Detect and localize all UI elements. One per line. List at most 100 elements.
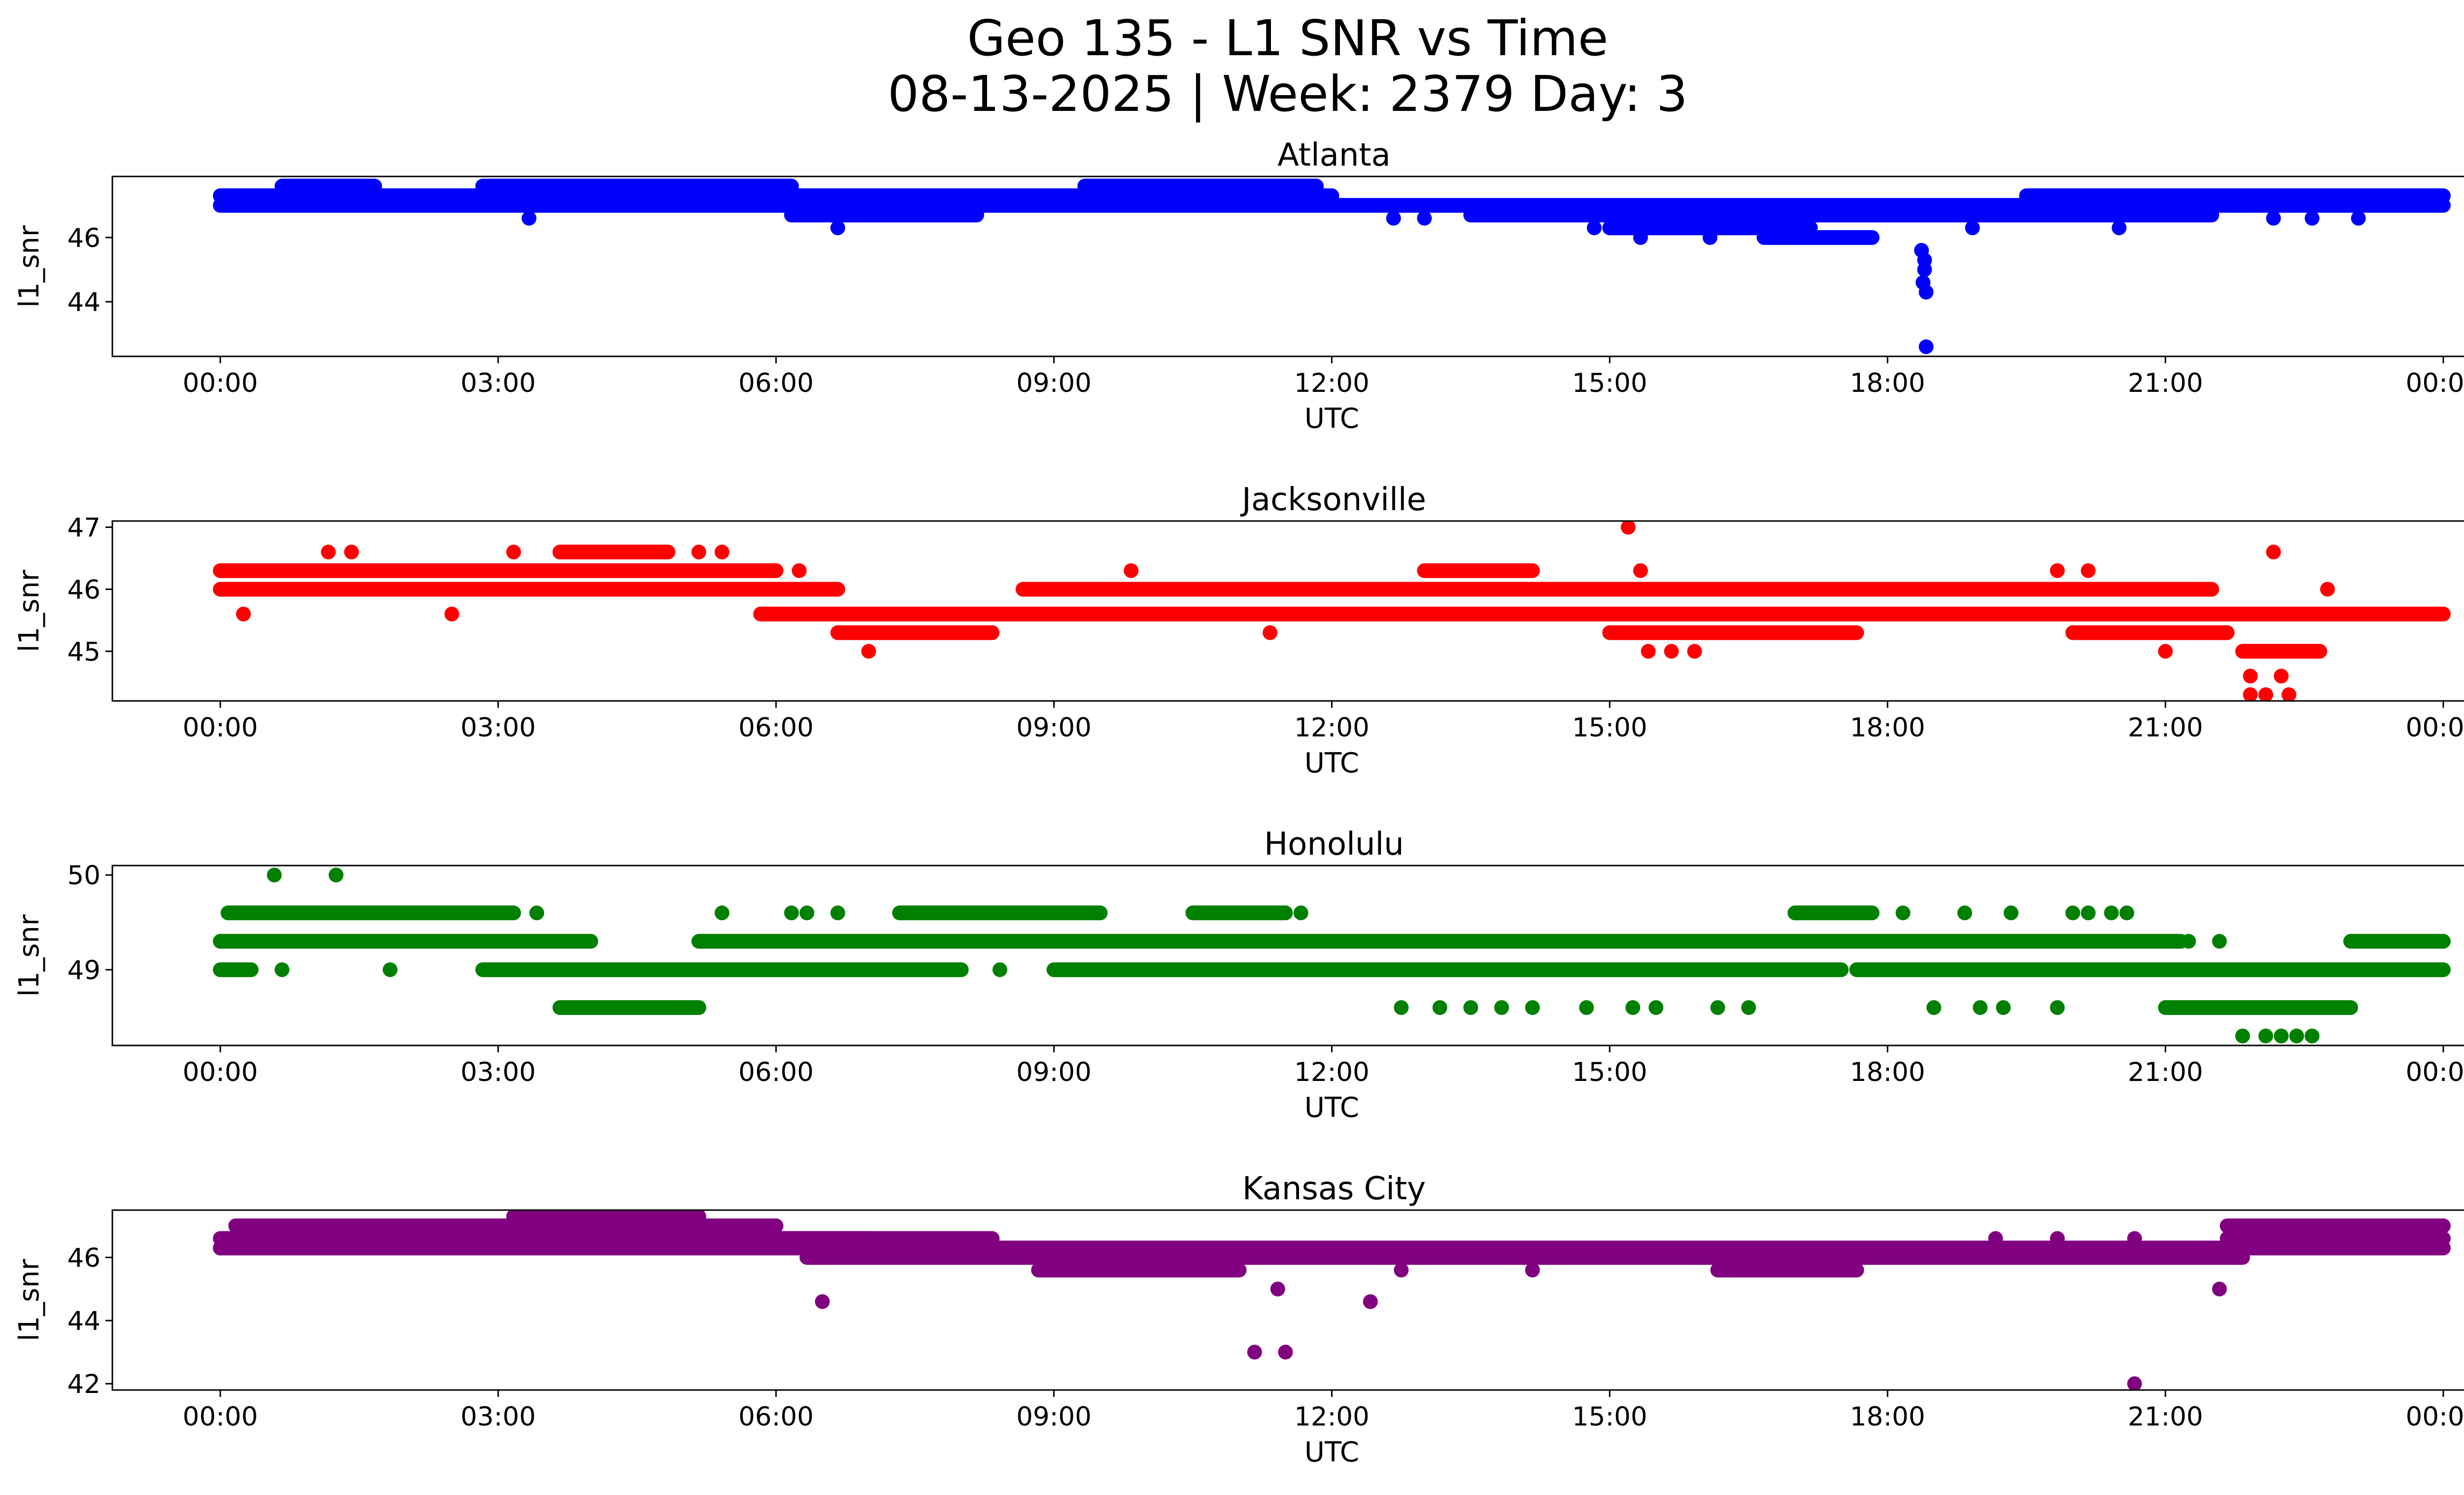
- jacksonville-xtick-label-1: 03:00: [461, 713, 536, 743]
- kansas-city-point-2: [1270, 1282, 1285, 1297]
- atlanta-frame: [111, 175, 2464, 357]
- honolulu-point-8: [830, 905, 846, 921]
- honolulu-point-5: [715, 905, 730, 921]
- atlanta-point-6: [521, 210, 537, 226]
- jacksonville-point-23: [1124, 563, 1139, 578]
- kansas-city-point-4: [1363, 1294, 1378, 1309]
- jacksonville-point-7: [791, 563, 807, 578]
- atlanta-point-15: [2304, 210, 2320, 226]
- jacksonville-xtick-label-3: 09:00: [1016, 713, 1092, 743]
- atlanta-xtick-label-0: 00:00: [183, 368, 258, 398]
- jacksonville-point-18: [2274, 668, 2289, 684]
- kansas-city-xtick-label-8: 00:00: [2406, 1402, 2464, 1432]
- atlanta-xtick-label-8: 00:00: [2406, 368, 2464, 398]
- kansas-city-point-11: [2127, 1231, 2142, 1246]
- atlanta-point-2: [1917, 262, 1932, 278]
- honolulu-xtick-label-4: 12:00: [1294, 1057, 1369, 1087]
- honolulu-point-33: [2212, 934, 2227, 949]
- jacksonville-xtick-label-2: 06:00: [738, 713, 814, 743]
- atlanta-xtick-label-3: 09:00: [1016, 368, 1092, 398]
- honolulu-point-4: [529, 905, 545, 921]
- jacksonville-ytick-label-1: 46: [68, 575, 101, 605]
- honolulu-xtick-label-3: 09:00: [1016, 1057, 1092, 1087]
- honolulu-xtick-label-7: 21:00: [2128, 1057, 2203, 1087]
- kansas-city-point-6: [2212, 1282, 2227, 1297]
- kansas-city-point-0: [815, 1294, 830, 1309]
- subplot-jacksonville: Jacksonville 00:00 03:00 06:00 09:00 12:00 15:…: [13, 482, 2464, 779]
- atlanta-point-14: [2112, 220, 2127, 236]
- jacksonville-point-11: [1633, 563, 1648, 578]
- honolulu-point-22: [1926, 1000, 1942, 1015]
- jacksonville-title: Jacksonville: [1240, 482, 1426, 518]
- jacksonville-point-15: [2243, 668, 2258, 684]
- atlanta-xtick-label-5: 15:00: [1572, 368, 1647, 398]
- atlanta-ylabel: l1_snr: [13, 225, 45, 308]
- jacksonville-point-25: [2081, 563, 2096, 578]
- jacksonville-ytick-label-0: 45: [68, 637, 101, 667]
- jacksonville-point-24: [2050, 563, 2065, 578]
- honolulu-point-21: [1895, 905, 1911, 921]
- kansas-city-point-8: [1394, 1262, 1409, 1278]
- kansas-city-ytick-label-1: 44: [68, 1306, 101, 1336]
- jacksonville-xtick-label-8: 00:00: [2406, 713, 2464, 743]
- honolulu-frame: [111, 865, 2464, 1046]
- atlanta-data: [213, 178, 2451, 354]
- honolulu-point-2: [274, 962, 290, 977]
- atlanta-xtick-label-1: 03:00: [461, 368, 536, 398]
- figure-title-line2: 08-13-2025 | Week: 2379 Day: 3: [888, 65, 1687, 123]
- kansas-city-point-3: [1278, 1345, 1293, 1360]
- kansas-city-point-13: [213, 1240, 228, 1255]
- honolulu-xtick-label-1: 03:00: [461, 1057, 536, 1087]
- honolulu-point-38: [2304, 1028, 2320, 1043]
- kansas-city-xtick-label-5: 15:00: [1572, 1402, 1647, 1432]
- kansas-city-point-1: [1247, 1345, 1262, 1360]
- kansas-city-frame: [111, 1209, 2464, 1391]
- honolulu-point-1: [328, 868, 343, 883]
- jacksonville-point-22: [2158, 644, 2173, 659]
- honolulu-point-27: [2050, 1000, 2065, 1015]
- honolulu-point-32: [2181, 934, 2196, 949]
- jacksonville-ytick-label-2: 47: [68, 513, 101, 543]
- honolulu-ytick-label-1: 50: [68, 861, 101, 891]
- jacksonville-point-21: [2320, 582, 2335, 597]
- atlanta-point-16: [2351, 210, 2366, 226]
- honolulu-point-31: [2119, 905, 2134, 921]
- honolulu-point-34: [2235, 1028, 2250, 1043]
- kansas-city-xtick-label-0: 00:00: [183, 1402, 258, 1432]
- honolulu-point-18: [1648, 1000, 1664, 1015]
- atlanta-point-11: [1633, 230, 1648, 245]
- honolulu-point-19: [1710, 1000, 1725, 1015]
- jacksonville-point-14: [1687, 644, 1702, 659]
- atlanta-ytick-label-1: 46: [68, 223, 101, 253]
- jacksonville-point-6: [715, 544, 730, 559]
- honolulu-title: Honolulu: [1264, 826, 1404, 863]
- honolulu-point-7: [799, 905, 815, 921]
- honolulu-xtick-label-6: 18:00: [1850, 1057, 1925, 1087]
- jacksonville-point-3: [444, 606, 459, 622]
- honolulu-point-29: [2081, 905, 2096, 921]
- kansas-city-ylabel: l1_snr: [13, 1258, 45, 1341]
- jacksonville-xtick-label-6: 18:00: [1850, 713, 1925, 743]
- honolulu-point-35: [2258, 1028, 2273, 1043]
- jacksonville-xlabel: UTC: [1304, 747, 1359, 779]
- jacksonville-point-19: [2281, 687, 2296, 701]
- kansas-city-point-5: [2127, 1376, 2142, 1390]
- jacksonville-point-20: [2243, 687, 2258, 701]
- honolulu-point-13: [1463, 1000, 1478, 1015]
- kansas-city-xtick-label-1: 03:00: [461, 1402, 536, 1432]
- kansas-city-ytick-label-0: 42: [68, 1369, 101, 1399]
- honolulu-ylabel: l1_snr: [13, 914, 45, 997]
- kansas-city-point-9: [1988, 1231, 2003, 1246]
- atlanta-point-8: [1386, 210, 1401, 226]
- honolulu-point-24: [1973, 1000, 1988, 1015]
- jacksonville-point-0: [236, 606, 251, 622]
- jacksonville-point-17: [2266, 544, 2281, 559]
- honolulu-point-6: [784, 905, 799, 921]
- subplot-honolulu: Honolulu 00:00 03:00 06:00 09:00 12:00 15:00 18…: [13, 826, 2464, 1124]
- atlanta-xtick-label-6: 18:00: [1850, 368, 1925, 398]
- atlanta-point-9: [1417, 210, 1432, 226]
- jacksonville-point-12: [1641, 644, 1656, 659]
- kansas-city-xtick-label-7: 21:00: [2128, 1402, 2203, 1432]
- honolulu-xtick-label-2: 06:00: [738, 1057, 814, 1087]
- honolulu-point-17: [1625, 1000, 1641, 1015]
